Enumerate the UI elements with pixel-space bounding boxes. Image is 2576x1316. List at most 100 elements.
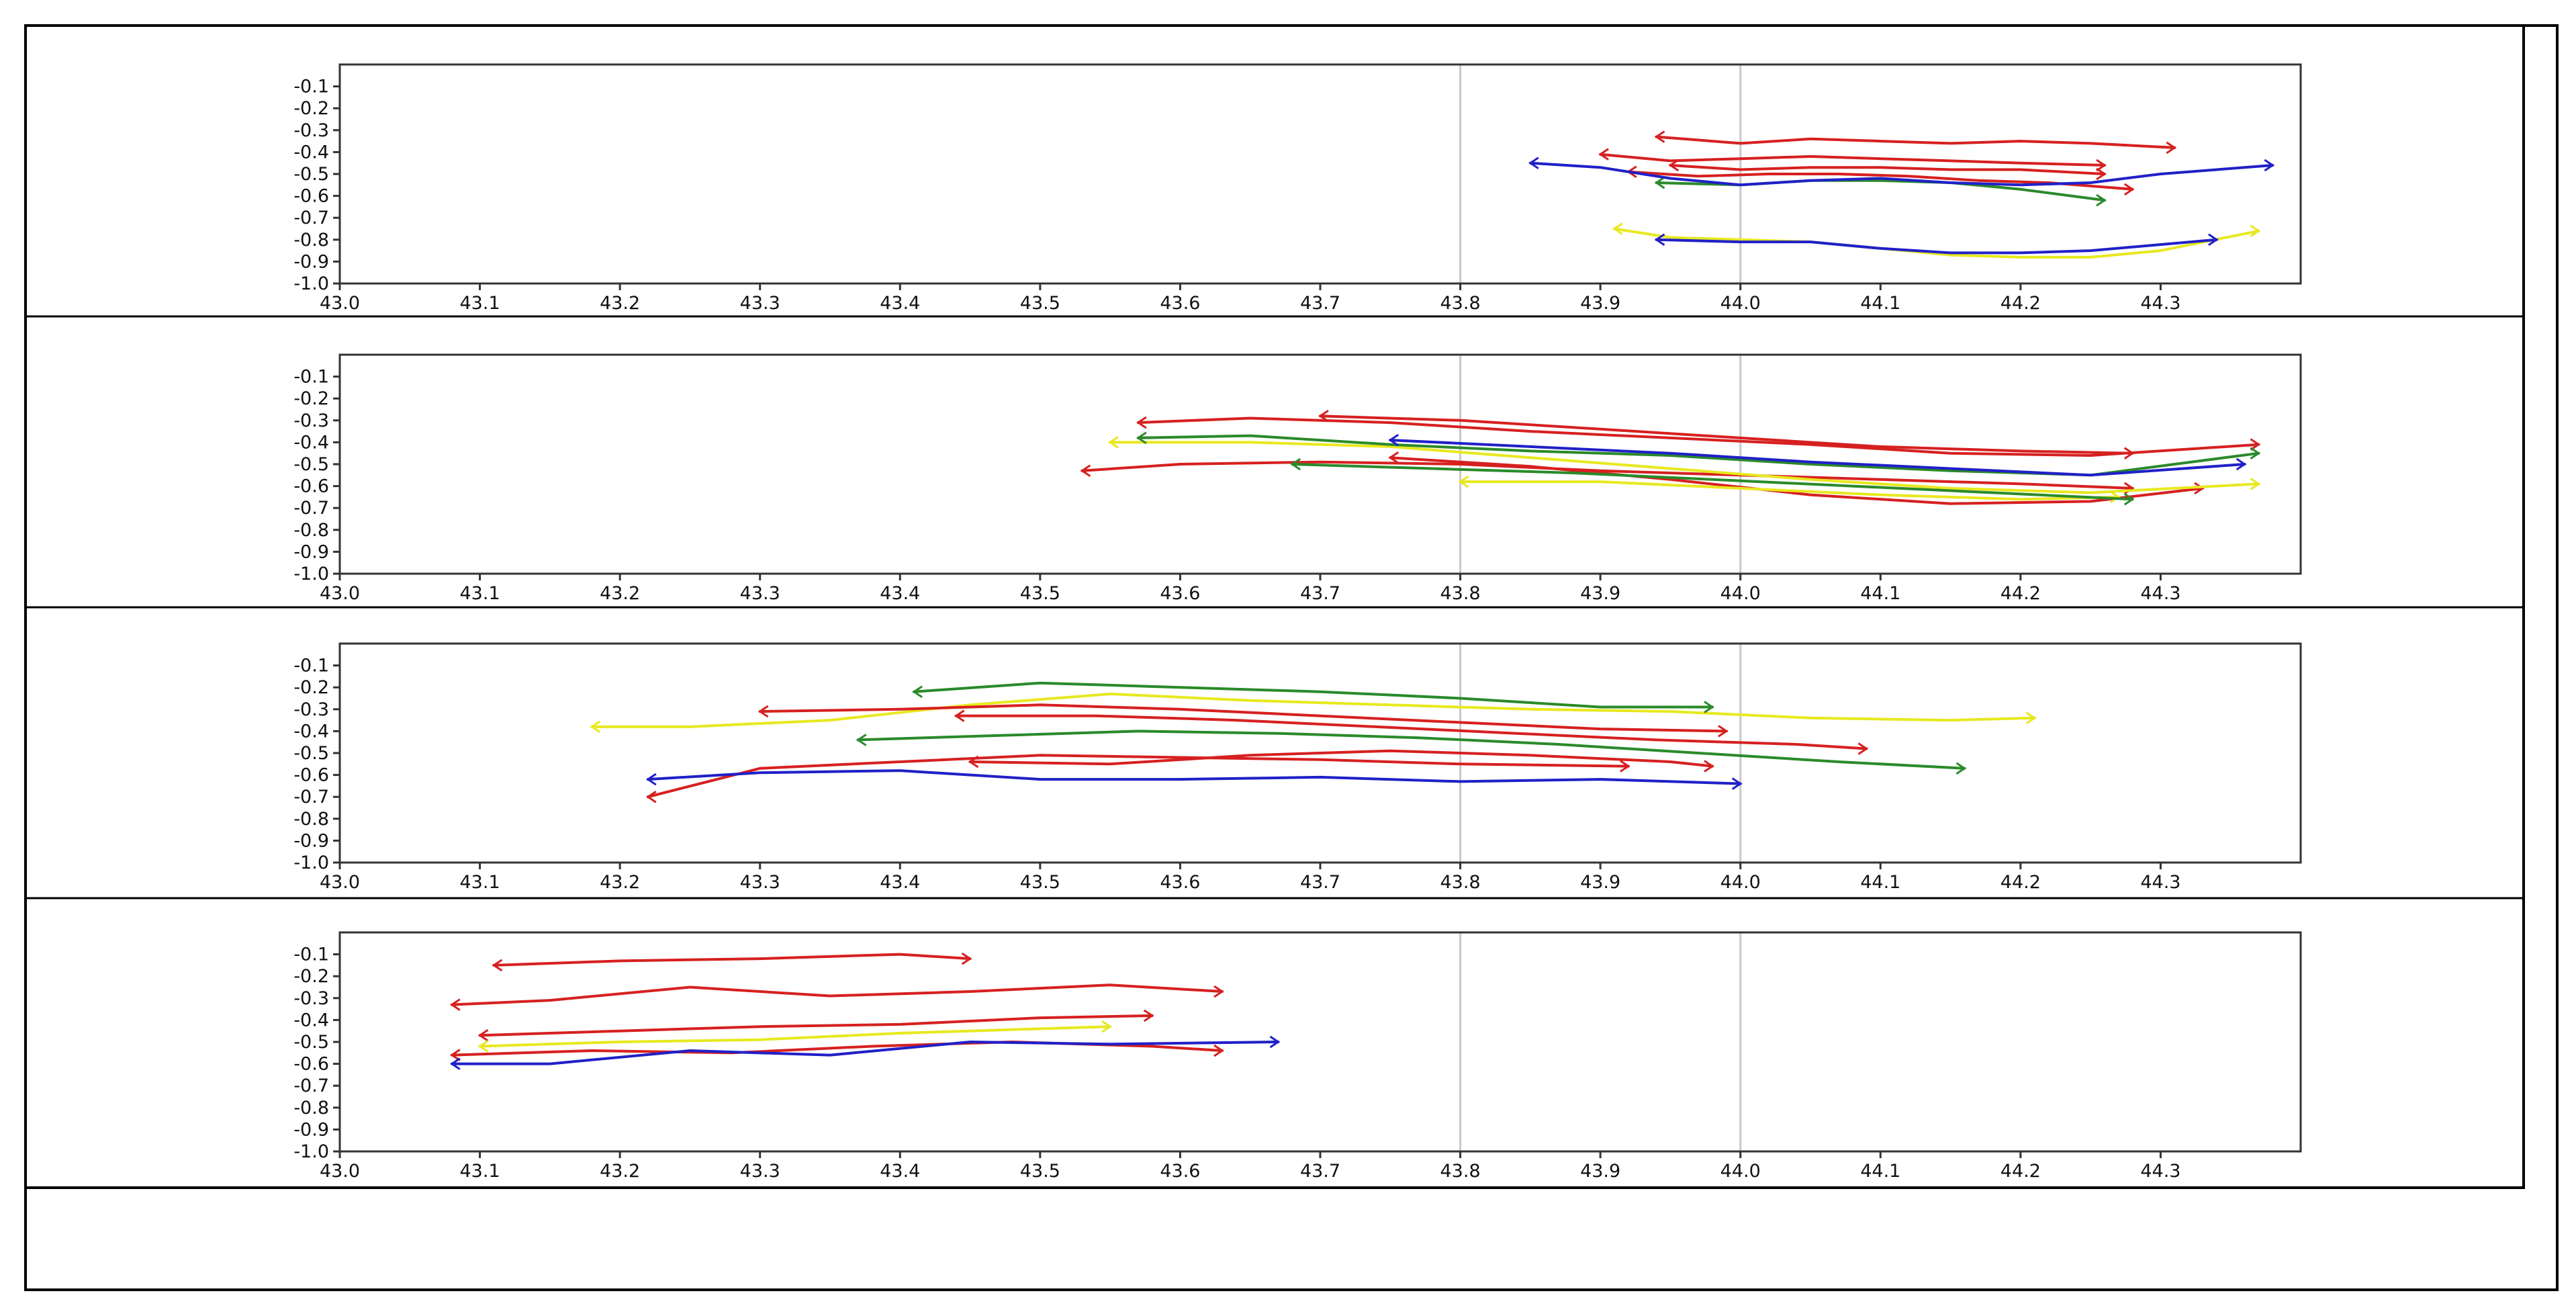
- series-start-marker: [1388, 433, 1399, 447]
- x-tick-label: 43.7: [1300, 1161, 1340, 1182]
- series-line: [1626, 170, 2134, 191]
- series-end-marker: [1143, 1009, 1154, 1022]
- series-start-marker: [492, 959, 503, 972]
- y-tick-label: -1.0: [293, 852, 329, 873]
- series-start-marker: [1136, 416, 1147, 429]
- series-end-marker: [2123, 492, 2135, 506]
- series-start-marker: [1598, 148, 1609, 161]
- y-tick-label: -1.0: [293, 1141, 329, 1162]
- series-line: [450, 1041, 1280, 1065]
- series-end-marker: [1956, 762, 1967, 775]
- x-tick-label: 44.2: [2000, 872, 2041, 893]
- x-tick-label: 44.3: [2140, 583, 2180, 604]
- outer-frame: [24, 24, 2559, 1291]
- x-tick-label: 43.8: [1440, 1161, 1481, 1182]
- subplot-1: -0.1-0.2-0.3-0.4-0.5-0.6-0.7-0.8-0.9-1.0…: [293, 63, 2302, 314]
- y-tick-label: -0.8: [293, 230, 329, 251]
- y-tick-label: -0.8: [293, 520, 329, 541]
- series-end-marker: [2025, 711, 2037, 725]
- series-start-marker: [1458, 475, 1469, 488]
- y-tick-label: -0.7: [293, 787, 329, 807]
- series-line: [758, 703, 1728, 733]
- x-tick-label: 43.1: [460, 1161, 500, 1182]
- y-tick-label: -1.0: [293, 273, 329, 294]
- x-tick-label: 44.1: [1860, 872, 1900, 893]
- y-tick-label: -0.6: [293, 765, 329, 786]
- series-start-marker: [646, 790, 657, 803]
- x-tick-label: 44.1: [1860, 583, 1900, 604]
- y-tick-label: -0.1: [293, 77, 329, 97]
- series-start-marker: [1108, 436, 1119, 449]
- y-tick-label: -0.5: [293, 164, 329, 185]
- x-tick-label: 43.6: [1160, 583, 1200, 604]
- x-tick-label: 43.4: [880, 583, 920, 604]
- series-line: [1291, 463, 2134, 501]
- series-line: [646, 754, 1630, 799]
- series-line: [1528, 161, 2274, 187]
- series-end-marker: [2208, 233, 2219, 247]
- series-line: [646, 769, 1742, 785]
- x-tick-label: 43.6: [1160, 293, 1200, 314]
- y-tick-label: -0.6: [293, 186, 329, 207]
- y-tick-label: -0.2: [293, 388, 329, 409]
- series-line: [1655, 238, 2218, 255]
- series-start-marker: [1654, 130, 1665, 143]
- x-tick-label: 43.0: [320, 872, 360, 893]
- subplot-panels: -0.1-0.2-0.3-0.4-0.5-0.6-0.7-0.8-0.9-1.0…: [293, 63, 2302, 1182]
- y-tick-label: -0.7: [293, 1076, 329, 1096]
- series-end-marker: [2096, 159, 2107, 172]
- series-start-marker: [1612, 222, 1623, 235]
- series-line: [1599, 152, 2106, 167]
- x-tick-label: 43.5: [1020, 583, 1060, 604]
- series-start-marker: [954, 709, 965, 722]
- subplot-2: -0.1-0.2-0.3-0.4-0.5-0.6-0.7-0.8-0.9-1.0…: [293, 353, 2302, 604]
- series-start-marker: [856, 734, 867, 746]
- series-line: [1319, 414, 2134, 455]
- series-end-marker: [961, 952, 972, 965]
- x-tick-label: 43.0: [320, 293, 360, 314]
- x-tick-label: 43.7: [1300, 872, 1340, 893]
- series-start-marker: [450, 998, 461, 1011]
- series-end-marker: [1704, 760, 1714, 773]
- x-tick-label: 43.8: [1440, 293, 1481, 314]
- series-start-marker: [1136, 431, 1147, 445]
- y-tick-label: -0.1: [293, 656, 329, 676]
- y-tick-label: -0.4: [293, 721, 329, 742]
- series-end-marker: [2250, 224, 2261, 238]
- x-tick-label: 43.8: [1440, 872, 1481, 893]
- series-end-marker: [2096, 193, 2107, 207]
- x-tick-label: 43.7: [1300, 583, 1340, 604]
- x-tick-label: 44.3: [2140, 293, 2180, 314]
- x-tick-label: 44.2: [2000, 1161, 2041, 1182]
- subplot-3: -0.1-0.2-0.3-0.4-0.5-0.6-0.7-0.8-0.9-1.0…: [293, 642, 2302, 893]
- series-end-marker: [2264, 159, 2274, 172]
- series-start-marker: [1388, 451, 1399, 464]
- series-end-marker: [2110, 490, 2121, 504]
- y-tick-label: -0.2: [293, 677, 329, 698]
- series-line: [1459, 480, 2120, 501]
- x-tick-label: 43.4: [880, 293, 920, 314]
- series-start-marker: [477, 1040, 489, 1053]
- y-tick-label: -0.9: [293, 251, 329, 272]
- x-tick-label: 44.0: [1720, 872, 1761, 893]
- y-tick-label: -0.9: [293, 830, 329, 851]
- series-end-marker: [2250, 478, 2261, 490]
- series-line: [1109, 441, 2260, 494]
- y-tick-label: -0.1: [293, 945, 329, 965]
- series-line: [1136, 416, 2260, 457]
- series-line: [1389, 456, 2204, 505]
- series-end-marker: [2250, 447, 2261, 459]
- series-start-marker: [1528, 157, 1539, 169]
- subplot-4: -0.1-0.2-0.3-0.4-0.5-0.6-0.7-0.8-0.9-1.0…: [293, 931, 2302, 1182]
- series-start-marker: [646, 773, 657, 786]
- x-tick-label: 43.3: [740, 293, 780, 314]
- series-end-marker: [1213, 985, 1224, 998]
- x-tick-label: 43.8: [1440, 583, 1481, 604]
- y-tick-label: -0.2: [293, 966, 329, 987]
- x-tick-label: 43.2: [600, 872, 640, 893]
- y-tick-label: -0.6: [293, 476, 329, 497]
- y-tick-label: -0.4: [293, 1010, 329, 1030]
- x-tick-label: 44.0: [1720, 293, 1761, 314]
- x-tick-label: 43.4: [880, 1161, 920, 1182]
